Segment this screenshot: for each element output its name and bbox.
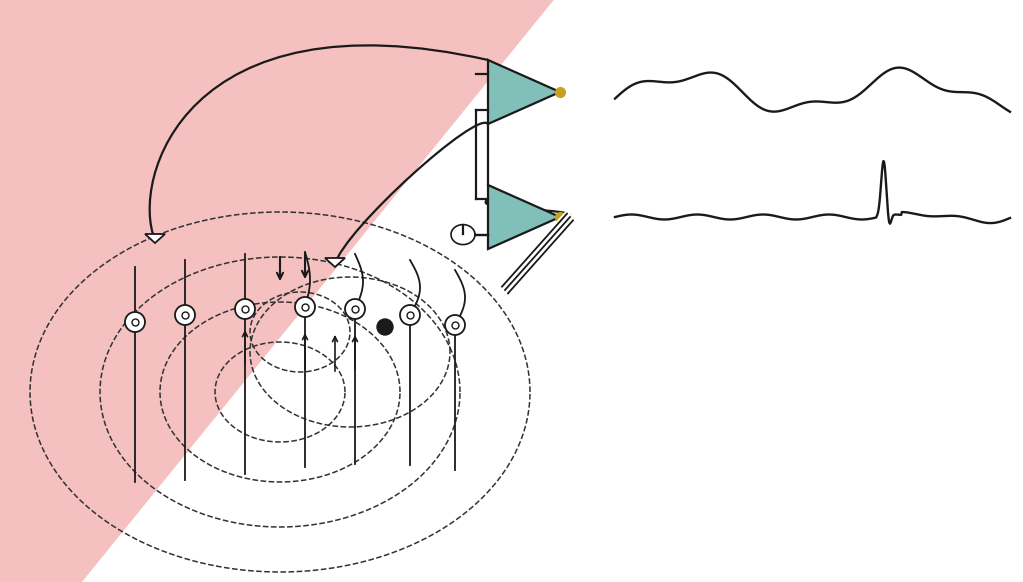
Circle shape [235, 299, 255, 319]
Polygon shape [145, 234, 165, 243]
Circle shape [445, 315, 465, 335]
Circle shape [175, 305, 195, 325]
Polygon shape [325, 258, 345, 267]
Circle shape [345, 299, 365, 319]
Polygon shape [488, 60, 560, 124]
Polygon shape [0, 0, 936, 582]
Circle shape [295, 297, 315, 317]
Polygon shape [488, 185, 560, 249]
Circle shape [400, 305, 420, 325]
Circle shape [125, 312, 145, 332]
Circle shape [377, 319, 393, 335]
